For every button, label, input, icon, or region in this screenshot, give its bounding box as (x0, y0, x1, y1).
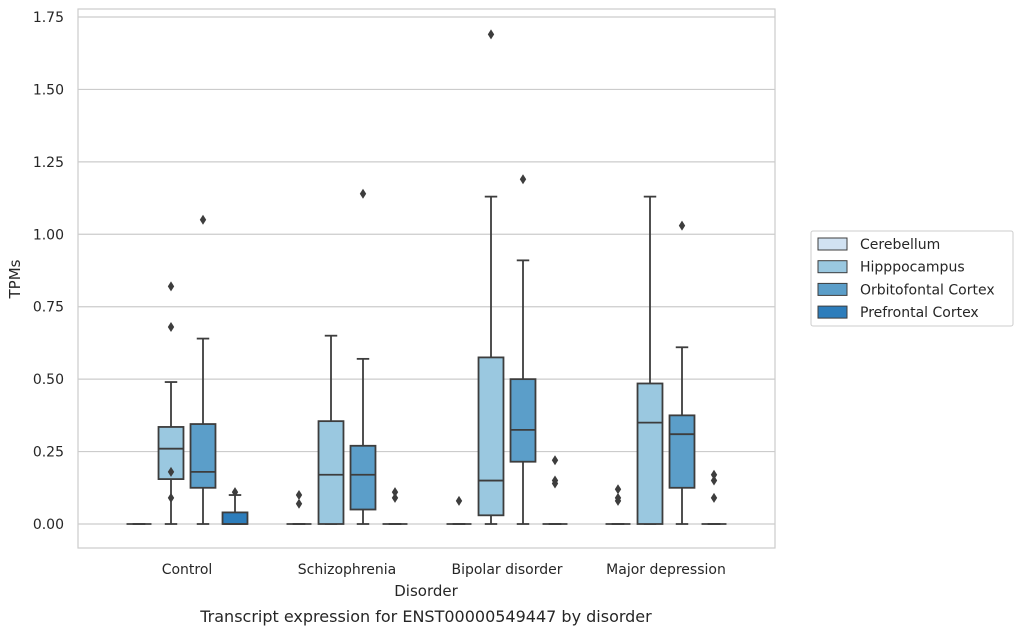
outlier-point (455, 495, 463, 506)
x-axis-label: Disorder (394, 582, 458, 600)
outlier-point (551, 455, 559, 466)
outlier-point (167, 466, 175, 477)
box-hipppocampus (157, 281, 185, 525)
outlier-point (678, 220, 686, 231)
outlier-point (295, 498, 303, 509)
box-cerebellum (286, 490, 312, 525)
box-orbitofontal-cortex (668, 220, 696, 525)
outlier-point (167, 492, 175, 503)
box-orbitofontal-cortex (509, 174, 537, 525)
y-tick-label: 1.50 (33, 82, 64, 98)
outlier-point (710, 492, 718, 503)
chart-caption: Transcript expression for ENST0000054944… (199, 607, 652, 626)
box-prefrontal-cortex (221, 487, 249, 525)
box-cerebellum (605, 484, 631, 525)
outlier-point (231, 487, 239, 498)
outlier-point (710, 475, 718, 486)
iqr-box (349, 444, 377, 511)
x-tick-label: Control (162, 562, 213, 578)
outlier-point (167, 321, 175, 332)
iqr-box (317, 420, 345, 525)
iqr-box (189, 423, 217, 489)
iqr-box (477, 356, 505, 517)
legend: Cerebellum Hipppocampus Orbitofontal Corte… (810, 230, 1014, 327)
y-tick-label: 0.00 (33, 517, 64, 533)
x-tick-labels: Control Schizophrenia Bipolar disorder Majo… (162, 562, 726, 578)
outlier-point (295, 490, 303, 501)
outlier-point (519, 174, 527, 185)
outlier-point (359, 188, 367, 199)
box-cerebellum (446, 495, 472, 525)
outlier-point (551, 478, 559, 489)
legend-label: Cerebellum (860, 237, 940, 253)
x-tick-label: Major depression (606, 562, 726, 578)
legend-frame (810, 230, 1014, 327)
outlier-point (710, 469, 718, 480)
box-prefrontal-cortex (542, 455, 568, 525)
boxes-layer (126, 29, 727, 525)
legend-swatch (817, 260, 848, 274)
box-prefrontal-cortex (382, 487, 408, 525)
legend-label: Hipppocampus (860, 260, 965, 276)
box-orbitofontal-cortex (189, 214, 217, 525)
box-hipppocampus (636, 195, 664, 525)
box-orbitofontal-cortex (349, 188, 377, 525)
y-tick-label: 0.75 (33, 300, 64, 316)
y-axis-label: TPMs (6, 259, 24, 299)
outlier-point (614, 495, 622, 506)
outlier-point (391, 492, 399, 503)
y-tick-label: 1.00 (33, 227, 64, 243)
iqr-box (509, 378, 537, 463)
iqr-box (668, 414, 696, 489)
legend-label: Prefrontal Cortex (860, 305, 979, 321)
box-hipppocampus (477, 29, 505, 525)
outlier-point (487, 29, 495, 40)
y-tick-labels: 0.00 0.25 0.50 0.75 1.00 1.25 1.50 1.75 (33, 10, 64, 533)
iqr-box (221, 511, 249, 525)
x-tick-label: Schizophrenia (298, 562, 396, 578)
y-tick-label: 0.25 (33, 445, 64, 461)
box-prefrontal-cortex (701, 469, 727, 525)
y-tick-label: 1.75 (33, 10, 64, 26)
legend-swatch (817, 282, 848, 296)
iqr-box (636, 382, 664, 525)
legend-swatch (817, 305, 848, 319)
outlier-point (167, 281, 175, 292)
box-hipppocampus (317, 334, 345, 525)
legend-label: Orbitofontal Cortex (860, 282, 995, 298)
x-tick-label: Bipolar disorder (451, 562, 562, 578)
y-tick-label: 0.50 (33, 372, 64, 388)
outlier-point (391, 487, 399, 498)
outlier-point (614, 484, 622, 495)
legend-swatch (817, 237, 848, 251)
y-tick-label: 1.25 (33, 155, 64, 171)
outlier-point (199, 214, 207, 225)
